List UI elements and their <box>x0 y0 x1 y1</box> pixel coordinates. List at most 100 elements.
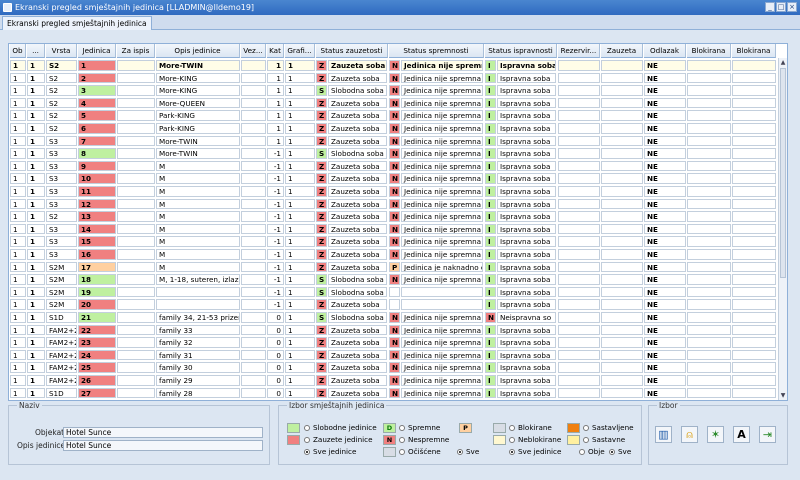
cell-vez[interactable] <box>241 211 266 222</box>
cell-za-ispis[interactable] <box>117 375 155 386</box>
table-row[interactable]: 1 1 S2M 17 M -1 1 Z Zauzeta soba P Jedinica je nak… <box>9 261 779 274</box>
cell-odlazak[interactable]: NE <box>644 249 686 260</box>
status-spremnosti-text[interactable]: Jedinica nije spremna <box>401 324 483 336</box>
status-zauzetosti-text[interactable]: Zauzeta soba <box>328 362 387 373</box>
cell-zauzeta[interactable] <box>601 337 643 348</box>
cell-za-ispis[interactable] <box>117 236 155 247</box>
status-spremnosti-code[interactable]: N <box>389 198 400 210</box>
table-row[interactable]: 1 1 S2 4 More-QUEEN 1 1 Z Zauzeta soba N Jedinica … <box>9 97 779 110</box>
cell-d[interactable]: 1 <box>27 387 45 399</box>
status-spremnosti-code[interactable]: N <box>389 375 400 386</box>
cell-d[interactable]: 1 <box>27 236 45 247</box>
status-zauzetosti-code[interactable]: Z <box>316 72 327 84</box>
cell-rezervirana[interactable] <box>558 97 600 109</box>
cell-ob[interactable]: 1 <box>10 148 26 159</box>
status-spremnosti-code[interactable]: N <box>389 72 400 84</box>
status-spremnosti-text[interactable]: Jedinica nije spremna <box>401 148 483 159</box>
cell-opis[interactable]: M <box>156 261 240 273</box>
status-ispravnosti-text[interactable]: Ispravna soba <box>497 274 556 285</box>
status-spremnosti-code[interactable]: N <box>389 324 400 336</box>
cell-blokirana-2[interactable] <box>732 97 776 109</box>
cell-grafika[interactable]: 1 <box>285 148 315 159</box>
column-header[interactable]: Kat <box>267 44 284 58</box>
cell-jedinica[interactable]: 18 <box>78 274 116 285</box>
sve-jedinice-radio[interactable] <box>304 449 310 455</box>
status-spremnosti-code[interactable]: N <box>389 387 400 399</box>
cell-rezervirana[interactable] <box>558 160 600 172</box>
status-zauzetosti-code[interactable]: Z <box>316 236 327 247</box>
cell-vrsta[interactable]: S2M <box>46 286 77 298</box>
cell-vez[interactable] <box>241 60 266 71</box>
tab-ekranski-pregled[interactable]: Ekranski pregled smještajnih jedinica <box>2 16 152 30</box>
cell-odlazak[interactable]: NE <box>644 223 686 235</box>
cell-blokirana[interactable] <box>687 249 731 260</box>
cell-kat[interactable]: -1 <box>267 186 284 197</box>
status-spremnosti-text[interactable] <box>401 299 483 310</box>
status-spremnosti-text[interactable]: Jedinica nije spremna <box>401 60 483 71</box>
cell-ob[interactable]: 1 <box>10 274 26 285</box>
cell-rezervirana[interactable] <box>558 223 600 235</box>
status-spremnosti-text[interactable]: Jedinica nije spremna <box>401 186 483 197</box>
status-ispravnosti-text[interactable]: Ispravna soba <box>497 72 556 84</box>
status-ispravnosti-code[interactable]: N <box>485 312 496 323</box>
cell-rezervirana[interactable] <box>558 110 600 121</box>
cell-grafika[interactable]: 1 <box>285 97 315 109</box>
status-zauzetosti-text[interactable]: Zauzeta soba <box>328 198 387 210</box>
cell-odlazak[interactable]: NE <box>644 72 686 84</box>
status-ispravnosti-text[interactable]: Neispravna so <box>497 312 556 323</box>
cell-kat[interactable]: -1 <box>267 236 284 247</box>
cell-grafika[interactable]: 1 <box>285 337 315 348</box>
status-ispravnosti-code[interactable]: I <box>485 135 496 147</box>
cell-rezervirana[interactable] <box>558 387 600 399</box>
status-zauzetosti-code[interactable]: Z <box>316 173 327 184</box>
cell-blokirana-2[interactable] <box>732 274 776 285</box>
cell-vez[interactable] <box>241 337 266 348</box>
cell-ob[interactable]: 1 <box>10 160 26 172</box>
cell-jedinica[interactable]: 25 <box>78 362 116 373</box>
cell-vrsta[interactable]: S3 <box>46 198 77 210</box>
table-row[interactable]: 1 1 S2M 18 M, 1-18, suteren, izlaz u -1 1 S Slob… <box>9 273 779 286</box>
column-header[interactable]: Vrsta <box>46 44 77 58</box>
status-ispravnosti-text[interactable]: Ispravna soba <box>497 160 556 172</box>
table-row[interactable]: 1 1 S2 13 M -1 1 Z Zauzeta soba N Jedinica nije sp… <box>9 210 779 223</box>
cell-kat[interactable]: 0 <box>267 387 284 399</box>
cell-rezervirana[interactable] <box>558 85 600 96</box>
cell-vez[interactable] <box>241 249 266 260</box>
cell-blokirana-2[interactable] <box>732 312 776 323</box>
cell-grafika[interactable]: 1 <box>285 60 315 71</box>
cell-blokirana-2[interactable] <box>732 349 776 361</box>
cell-jedinica[interactable]: 9 <box>78 160 116 172</box>
cell-vrsta[interactable]: S2 <box>46 85 77 96</box>
cell-odlazak[interactable]: NE <box>644 186 686 197</box>
cell-rezervirana[interactable] <box>558 261 600 273</box>
status-ispravnosti-text[interactable]: Ispravna soba <box>497 123 556 134</box>
cell-vrsta[interactable]: S2M <box>46 299 77 310</box>
table-row[interactable]: 1 1 S2 1 More-TWIN 1 1 Z Zauzeta soba N Jedinica n… <box>9 59 779 72</box>
table-row[interactable]: 1 1 FAM2+2 22 family 33 0 1 Z Zauzeta soba N Jedin… <box>9 324 779 337</box>
scroll-down-icon[interactable]: ▼ <box>780 392 786 399</box>
cell-blokirana[interactable] <box>687 362 731 373</box>
table-row[interactable]: 1 1 S3 9 M -1 1 Z Zauzeta soba N Jedinica nije spr… <box>9 160 779 173</box>
status-zauzetosti-text[interactable]: Zauzeta soba <box>328 223 387 235</box>
cell-blokirana-2[interactable] <box>732 223 776 235</box>
cell-za-ispis[interactable] <box>117 387 155 399</box>
cell-zauzeta[interactable] <box>601 362 643 373</box>
status-spremnosti-text[interactable]: Jedinica nije spremna <box>401 387 483 399</box>
cell-blokirana-2[interactable] <box>732 85 776 96</box>
status-zauzetosti-code[interactable]: Z <box>316 387 327 399</box>
cell-zauzeta[interactable] <box>601 85 643 96</box>
status-zauzetosti-code[interactable]: Z <box>316 362 327 373</box>
status-ispravnosti-text[interactable]: Ispravna soba <box>497 223 556 235</box>
cell-opis[interactable]: More-KING <box>156 85 240 96</box>
table-row[interactable]: 1 1 S3 14 M -1 1 Z Zauzeta soba N Jedinica nije sp… <box>9 223 779 236</box>
cell-zauzeta[interactable] <box>601 312 643 323</box>
cell-vez[interactable] <box>241 135 266 147</box>
column-header[interactable]: Opis jedinice <box>156 44 240 58</box>
cell-vez[interactable] <box>241 375 266 386</box>
sve-spremnost-radio[interactable] <box>457 449 463 455</box>
status-ispravnosti-text[interactable]: Ispravna soba <box>497 337 556 348</box>
cell-blokirana-2[interactable] <box>732 286 776 298</box>
cell-vrsta[interactable]: S3 <box>46 148 77 159</box>
cell-grafika[interactable]: 1 <box>285 110 315 121</box>
cell-vrsta[interactable]: S2 <box>46 211 77 222</box>
